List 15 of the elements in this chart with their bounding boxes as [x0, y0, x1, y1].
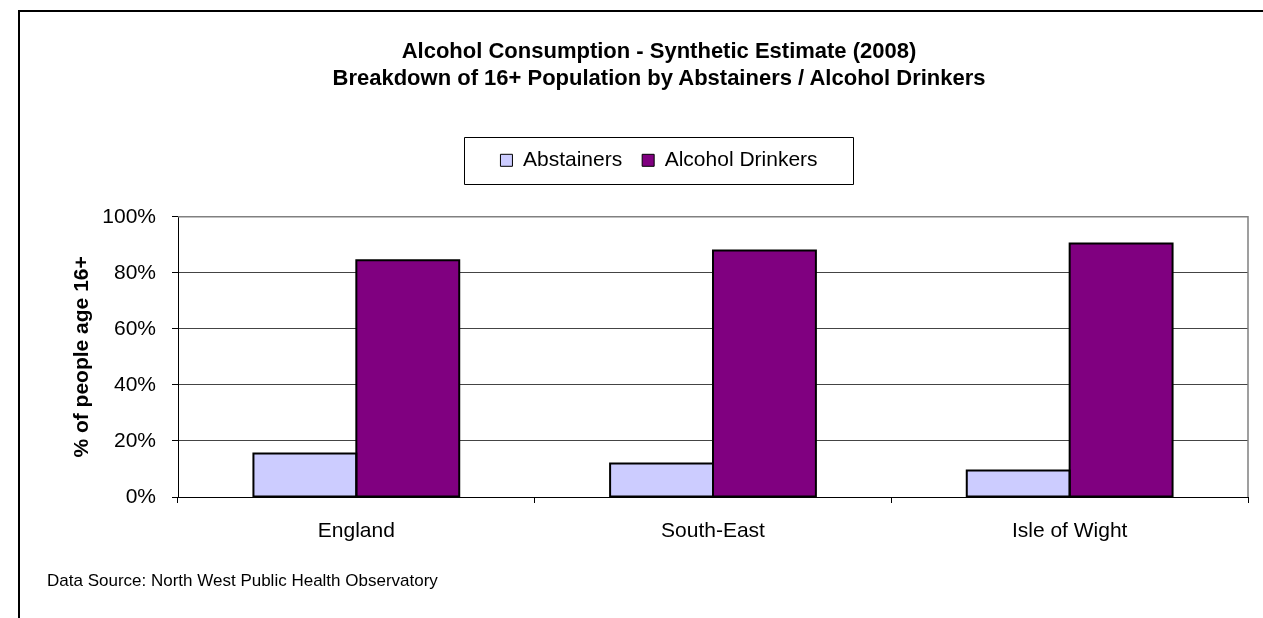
y-tick-label: 40%	[113, 371, 156, 395]
legend-label: Abstainers	[522, 147, 623, 171]
y-tick-label: 60%	[113, 315, 156, 339]
x-tick-label: England	[317, 518, 395, 542]
y-tick-label: 20%	[113, 427, 156, 451]
legend-label: Alcohol Drinkers	[664, 147, 818, 171]
y-tick-label: 80%	[113, 259, 156, 283]
chart-title: Alcohol Consumption - Synthetic Estimate (2008)	[401, 38, 917, 64]
x-tick-label: South-East	[661, 518, 766, 542]
source-note: Data Source: North West Public Health Observatory	[47, 571, 438, 591]
chart-subtitle: Breakdown of 16+ Population by Abstainers / Alcohol Drinkers	[332, 64, 986, 90]
y-axis-title: % of people age 16+	[69, 256, 93, 458]
y-tick-label: 0%	[125, 483, 156, 507]
x-tick-label: Isle of Wight	[1011, 518, 1128, 542]
y-tick-label: 100%	[102, 203, 156, 227]
